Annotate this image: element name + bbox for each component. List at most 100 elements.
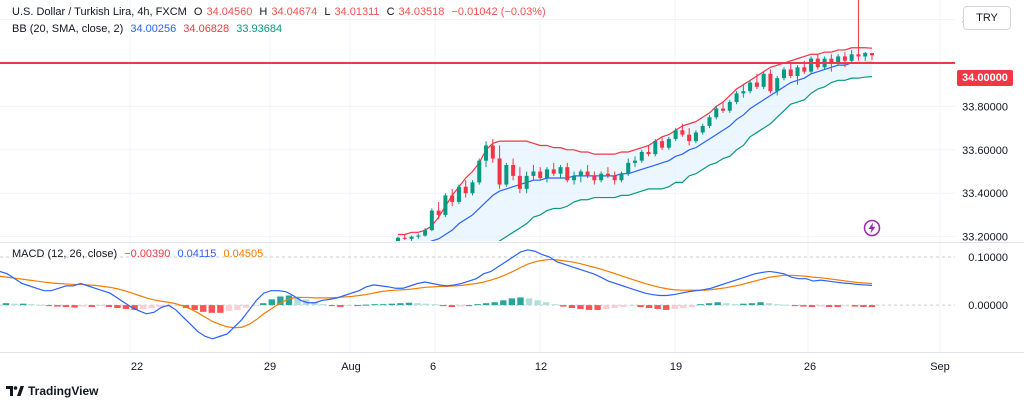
low-label: L bbox=[324, 6, 331, 18]
macd-histogram-bar bbox=[328, 305, 336, 307]
macd-histogram-bar bbox=[705, 303, 713, 306]
macd-histogram-bar bbox=[603, 305, 610, 309]
macd-histogram-bar bbox=[140, 305, 147, 309]
macd-histogram-bar bbox=[174, 305, 181, 307]
bb-name[interactable]: BB (20, SMA, close, 2) bbox=[12, 23, 124, 35]
candle bbox=[809, 56, 814, 74]
macd-line-value: 0.04115 bbox=[177, 248, 217, 260]
macd-histogram-bar bbox=[774, 304, 781, 306]
candle bbox=[578, 169, 583, 183]
candle bbox=[863, 52, 868, 61]
macd-histogram-bar bbox=[131, 305, 138, 310]
candle-body bbox=[721, 108, 726, 111]
candle-body bbox=[484, 145, 489, 161]
macd-histogram-bar bbox=[345, 305, 353, 307]
candle-body bbox=[809, 58, 814, 72]
candle bbox=[707, 115, 712, 129]
macd-histogram-bar bbox=[71, 305, 78, 308]
macd-histogram-bar bbox=[654, 305, 661, 309]
candle-body bbox=[395, 237, 401, 241]
candle bbox=[869, 52, 875, 61]
candle-body bbox=[436, 210, 441, 215]
macd-histogram-bar bbox=[208, 305, 215, 313]
close-value: 34.03518 bbox=[398, 6, 445, 18]
candle bbox=[673, 128, 678, 142]
currency-button[interactable]: TRY bbox=[963, 6, 1011, 30]
macd-histogram-bar bbox=[37, 304, 44, 306]
candle bbox=[490, 138, 495, 163]
macd-histogram-bar bbox=[525, 298, 533, 306]
candle-body bbox=[781, 69, 786, 79]
candle bbox=[639, 149, 644, 163]
macd-histogram-bar bbox=[680, 305, 687, 309]
candle-body bbox=[639, 151, 644, 161]
macd-histogram-bar bbox=[808, 305, 816, 308]
macd-histogram-bar bbox=[440, 305, 447, 307]
candle bbox=[538, 167, 543, 181]
lightning-icon[interactable] bbox=[863, 219, 881, 237]
candle-body bbox=[544, 169, 549, 179]
time-axis-label: 22 bbox=[131, 361, 143, 373]
candle bbox=[687, 128, 692, 146]
macd-histogram-bar bbox=[663, 305, 670, 310]
candle bbox=[619, 171, 624, 183]
time-axis-label: 26 bbox=[804, 361, 816, 373]
candle-body bbox=[795, 67, 800, 76]
macd-histogram-bar bbox=[834, 305, 841, 308]
price-axis-label: 33.60000 bbox=[962, 145, 1008, 157]
macd-histogram-bar bbox=[560, 305, 567, 307]
candle-body bbox=[423, 230, 428, 236]
macd-histogram-bar bbox=[251, 305, 258, 307]
tradingview-logo[interactable]: TradingView bbox=[6, 384, 98, 398]
bollinger-band-fill bbox=[398, 47, 872, 241]
candle bbox=[646, 145, 651, 157]
bb-basis-value: 34.00256 bbox=[130, 23, 177, 35]
macd-histogram-bar bbox=[19, 303, 27, 306]
candle-body bbox=[680, 130, 685, 135]
candle-body bbox=[402, 237, 407, 239]
candle bbox=[741, 84, 746, 98]
candle-body bbox=[551, 169, 556, 174]
candle-body bbox=[409, 236, 414, 239]
macd-histogram-bar bbox=[234, 305, 241, 310]
candle-body bbox=[477, 160, 482, 183]
symbol-title[interactable]: U.S. Dollar / Turkish Lira, 4h, FXCM bbox=[12, 6, 187, 18]
time-axis-label: 29 bbox=[264, 361, 276, 373]
macd-histogram-bar bbox=[294, 296, 301, 306]
candle bbox=[754, 73, 759, 90]
tradingview-logo-icon bbox=[6, 386, 24, 396]
candle-body bbox=[416, 235, 421, 237]
candle bbox=[721, 102, 726, 113]
bollinger-basis-line bbox=[429, 61, 873, 241]
macd-name[interactable]: MACD (12, 26, close) bbox=[12, 248, 118, 260]
candle bbox=[585, 165, 590, 179]
macd-histogram-bar bbox=[491, 302, 498, 306]
price-axis-label: 33.20000 bbox=[962, 232, 1008, 244]
bb-lower-value: 33.93684 bbox=[236, 23, 283, 35]
macd-histogram-bar bbox=[740, 303, 747, 306]
macd-histogram-bar bbox=[860, 305, 867, 308]
macd-histogram-bar bbox=[448, 305, 456, 308]
candle bbox=[734, 91, 739, 105]
candle bbox=[517, 167, 522, 194]
candle-body bbox=[653, 141, 658, 155]
macd-histogram-bar bbox=[843, 305, 850, 307]
candle bbox=[477, 158, 482, 185]
candle bbox=[524, 171, 529, 194]
macd-histogram-bar bbox=[354, 305, 361, 307]
macd-histogram-bar bbox=[54, 305, 61, 307]
macd-histogram-bar bbox=[422, 303, 430, 306]
macd-histogram-bar bbox=[825, 305, 833, 308]
candle-body bbox=[863, 52, 868, 57]
macd-histogram-bar bbox=[200, 305, 207, 312]
candle bbox=[653, 138, 658, 157]
macd-histogram-bar bbox=[11, 303, 18, 306]
macd-histogram-bar bbox=[628, 305, 636, 307]
candle-body bbox=[585, 171, 590, 176]
candle bbox=[544, 167, 549, 183]
candle-body bbox=[470, 182, 475, 194]
macd-histogram-bar bbox=[148, 305, 155, 309]
price-axis-label: 33.80000 bbox=[962, 101, 1008, 113]
macd-histogram-bar bbox=[362, 304, 370, 306]
